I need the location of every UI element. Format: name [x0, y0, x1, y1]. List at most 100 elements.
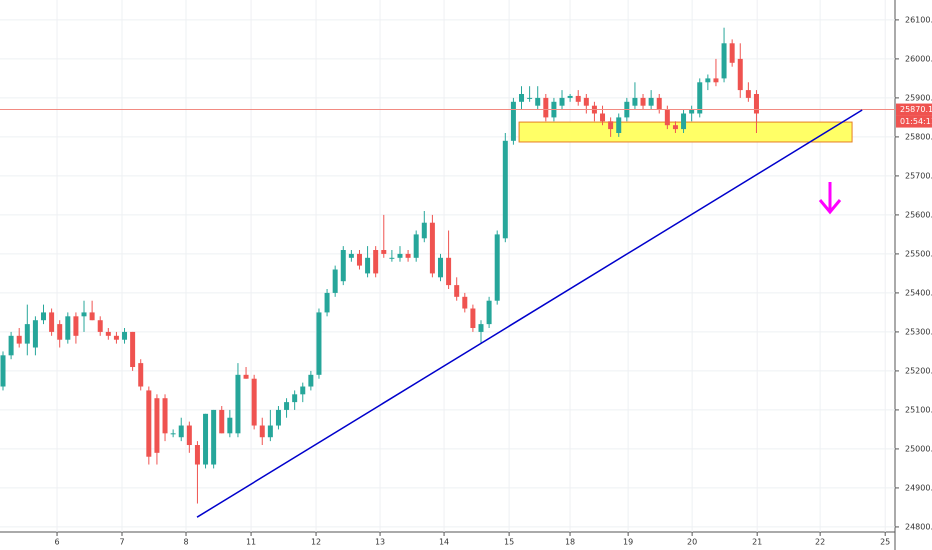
candle-body — [745, 90, 751, 98]
x-tick-label: 11 — [246, 538, 256, 547]
x-tick-label: 13 — [375, 538, 385, 547]
candle-body — [365, 257, 371, 274]
x-tick-label: 15 — [504, 538, 514, 547]
x-tick-label: 7 — [119, 538, 124, 547]
candle-body — [486, 300, 492, 325]
candle-body — [664, 109, 670, 126]
candle-body — [510, 101, 516, 141]
candle-body — [154, 398, 160, 453]
candle-body — [632, 97, 638, 106]
candle-body — [389, 257, 395, 259]
x-tick-label: 8 — [183, 538, 188, 547]
candle-body — [97, 320, 103, 332]
candle-body — [705, 78, 711, 83]
candle-body — [470, 308, 476, 329]
candle-body — [616, 117, 622, 133]
candle-body — [284, 402, 290, 410]
candle-body — [381, 250, 387, 254]
candle-body — [462, 296, 468, 309]
y-tick-label: 25600.0 — [905, 210, 932, 219]
x-tick-label: 22 — [815, 538, 825, 547]
candle-body — [721, 43, 727, 79]
candle-body — [89, 312, 95, 321]
candle-body — [170, 433, 176, 435]
candle-body — [729, 43, 735, 63]
candle-body — [672, 125, 678, 130]
candle-body — [235, 374, 241, 434]
candle-body — [519, 93, 525, 102]
y-tick-label: 25400.0 — [905, 288, 932, 297]
candle-body — [259, 425, 265, 438]
x-tick-label: 25 — [880, 538, 890, 547]
candle-body — [57, 324, 63, 340]
candle-body — [324, 292, 330, 313]
candle-body — [227, 417, 233, 434]
candle-body — [405, 253, 411, 258]
candle-body — [275, 409, 281, 426]
y-tick-label: 24800.0 — [905, 522, 932, 531]
arrow-head — [818, 199, 842, 215]
x-tick-label: 21 — [752, 538, 762, 547]
candle-body — [689, 109, 695, 114]
x-tick-label: 18 — [565, 538, 575, 547]
candle-body — [340, 250, 346, 282]
candle-body — [194, 445, 200, 465]
candle-body — [203, 413, 209, 465]
candle-body — [300, 386, 306, 395]
candle-body — [186, 425, 192, 446]
y-tick-label: 25100.0 — [905, 405, 932, 414]
candle-body — [697, 82, 703, 114]
candle-body — [478, 324, 484, 332]
x-tick-label: 12 — [311, 538, 321, 547]
candle-body — [494, 234, 500, 301]
candle-body — [251, 378, 257, 426]
candle-body — [130, 331, 136, 368]
candle-body — [267, 425, 273, 438]
candle-body — [105, 331, 111, 336]
countdown-label: 01:54:11 — [900, 117, 932, 126]
candle-body — [421, 222, 427, 239]
candle-body — [640, 97, 646, 106]
candle-body — [24, 324, 30, 344]
candle-body — [413, 234, 419, 258]
candle-body — [138, 363, 144, 387]
y-tick-label: 26100.0 — [905, 15, 932, 24]
candle-body — [146, 390, 152, 457]
y-tick-label: 25900.0 — [905, 93, 932, 102]
countdown-box — [896, 115, 932, 128]
candle-body — [567, 95, 573, 98]
candle-body — [81, 312, 87, 317]
candle-body — [316, 312, 322, 375]
y-tick-label: 26000.0 — [905, 54, 932, 63]
candle-body — [113, 335, 119, 340]
candle-body — [162, 398, 168, 434]
y-tick-label: 25500.0 — [905, 249, 932, 258]
y-tick-label: 24900.0 — [905, 483, 932, 492]
candle-body — [308, 374, 314, 387]
price-label: 25870.1 — [900, 105, 932, 114]
candle-body — [292, 394, 298, 403]
candle-body — [41, 312, 47, 321]
candle-body — [373, 250, 379, 274]
candle-body — [575, 95, 581, 102]
candle-body — [600, 113, 606, 122]
x-tick-label: 14 — [439, 538, 449, 547]
candle-body — [243, 374, 249, 379]
candle-body — [527, 97, 533, 99]
candle-body — [737, 58, 743, 91]
candle-body — [543, 97, 549, 118]
x-tick-label: 19 — [623, 538, 633, 547]
candle-body — [397, 253, 403, 258]
candle-body — [502, 140, 508, 239]
candle-body — [332, 269, 338, 293]
candle-body — [753, 93, 759, 114]
candle-body — [583, 97, 589, 106]
candle-body — [73, 316, 79, 336]
candle-body — [49, 312, 55, 332]
candle-body — [429, 222, 435, 274]
candle-body — [559, 97, 565, 106]
candle-body — [65, 316, 71, 340]
y-tick-label: 25000.0 — [905, 444, 932, 453]
candle-body — [713, 78, 719, 83]
